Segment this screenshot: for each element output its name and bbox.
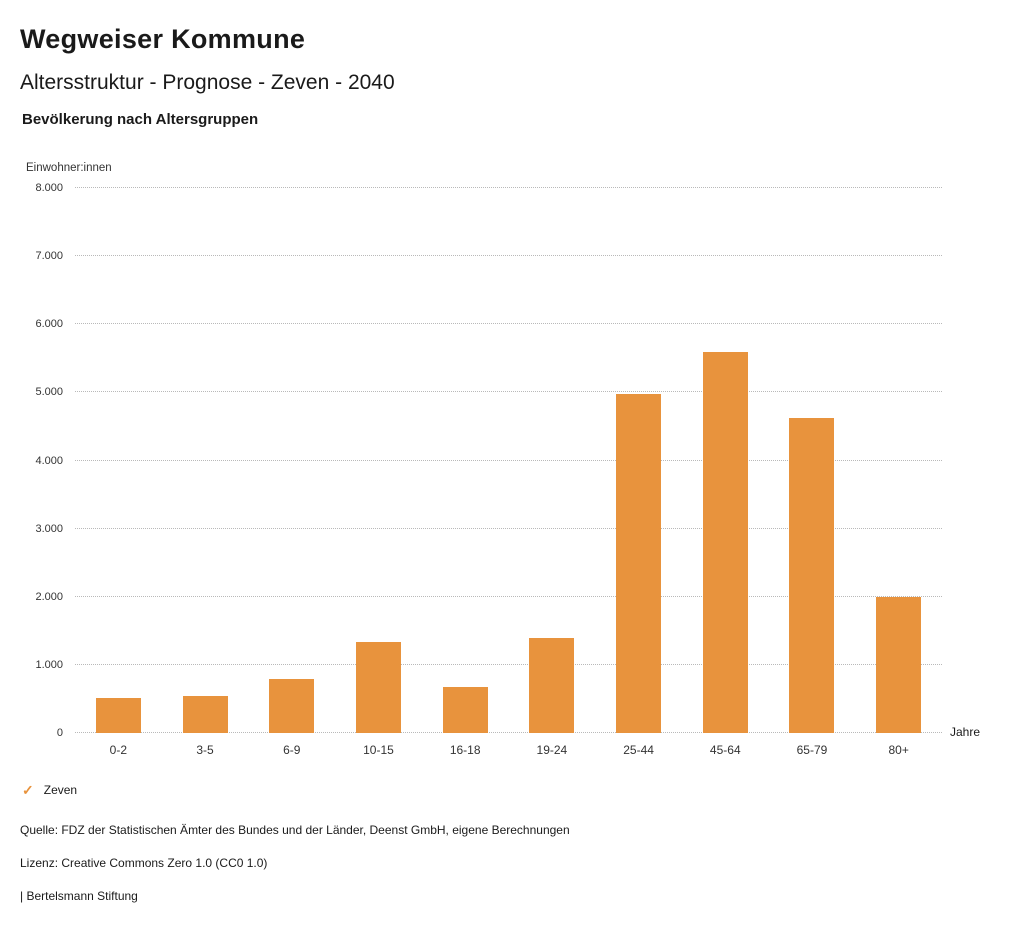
- chart-subtitle: Altersstruktur - Prognose - Zeven - 2040: [20, 71, 395, 94]
- plot-area: [75, 187, 942, 733]
- gridline: [75, 459, 942, 461]
- x-tick-label: 3-5: [196, 743, 214, 757]
- legend-label[interactable]: Zeven: [43, 783, 78, 797]
- x-axis-tick-labels: 0-2 3-5 6-9 10-15 16-18 19-24 25-44 45-64 65-79 8…: [75, 743, 942, 757]
- x-tick-label: 25-44: [623, 743, 654, 757]
- gridline: [75, 391, 942, 393]
- bar-slot: [769, 188, 856, 733]
- bar-10-15[interactable]: [355, 642, 401, 733]
- y-tick-label: 2.000: [35, 590, 63, 603]
- bar-slot: [595, 188, 682, 733]
- bar-slot: [162, 188, 249, 733]
- x-axis-label-column: Jahre: [942, 188, 1004, 739]
- bar-slot: [75, 188, 162, 733]
- footer-license: Lizenz: Creative Commons Zero 1.0 (CC0 1…: [20, 856, 268, 870]
- bar-slot: [422, 188, 509, 733]
- bar-25-44[interactable]: [616, 394, 662, 733]
- bar-slot: [248, 188, 335, 733]
- y-tick-label: 7.000: [35, 250, 63, 263]
- y-axis: 0 1.000 2.000 3.000 4.000 5.000 6.000 7.000 8.00…: [20, 182, 75, 739]
- bar-19-24[interactable]: [529, 638, 575, 733]
- gridline: [75, 595, 942, 597]
- check-icon: ✓: [22, 782, 34, 798]
- gridline: [75, 323, 942, 325]
- x-axis-label: Jahre: [950, 725, 981, 739]
- bar-3-5[interactable]: [182, 695, 228, 733]
- bar-slot: [509, 188, 596, 733]
- x-tick-label: 10-15: [363, 743, 394, 757]
- gridline: [75, 527, 942, 529]
- bar-65-79[interactable]: [789, 417, 835, 733]
- y-tick-label: 1.000: [35, 658, 63, 671]
- x-tick-label: 80+: [888, 743, 909, 757]
- x-tick-label: 16-18: [449, 743, 481, 757]
- y-tick-label: 4.000: [35, 454, 63, 467]
- bar-slot: [335, 188, 422, 733]
- x-tick-label: 0-2: [109, 743, 128, 757]
- x-tick-label: 45-64: [709, 743, 741, 757]
- y-tick-label: 0: [56, 727, 63, 739]
- gridline: [75, 663, 942, 665]
- bar-80+[interactable]: [876, 596, 922, 733]
- gridline: [75, 187, 942, 188]
- y-tick-label: 5.000: [35, 386, 63, 399]
- footer-source: Quelle: FDZ der Statistischen Ämter des …: [20, 823, 570, 837]
- bars: [75, 188, 942, 733]
- gridline: [75, 732, 942, 733]
- footer-attribution: | Bertelsmann Stiftung: [20, 889, 138, 903]
- x-tick-label: 65-79: [796, 743, 828, 757]
- chart-title: Bevölkerung nach Altersgruppen: [22, 111, 259, 128]
- x-tick-label: 6-9: [283, 743, 301, 757]
- bar-slot: [682, 188, 769, 733]
- bar-6-9[interactable]: [269, 679, 315, 733]
- bar-0-2[interactable]: [95, 697, 141, 733]
- footer: Quelle: FDZ der Statistischen Ämter des …: [20, 823, 1004, 903]
- y-tick-label: 6.000: [35, 318, 63, 331]
- x-tick-label: 19-24: [536, 743, 568, 757]
- y-tick-label: 8.000: [35, 182, 63, 194]
- y-axis-title: Einwohner:innen: [26, 162, 112, 174]
- legend: ✓ Zeven: [22, 783, 1004, 797]
- page-title: Wegweiser Kommune: [20, 24, 306, 54]
- chart-area: 0 1.000 2.000 3.000 4.000 5.000 6.000 7.000 8.00…: [20, 182, 1004, 739]
- bar-slot: [855, 188, 942, 733]
- gridline: [75, 255, 942, 257]
- y-tick-label: 3.000: [35, 522, 63, 535]
- bar-45-64[interactable]: [702, 351, 748, 733]
- bar-16-18[interactable]: [442, 686, 488, 733]
